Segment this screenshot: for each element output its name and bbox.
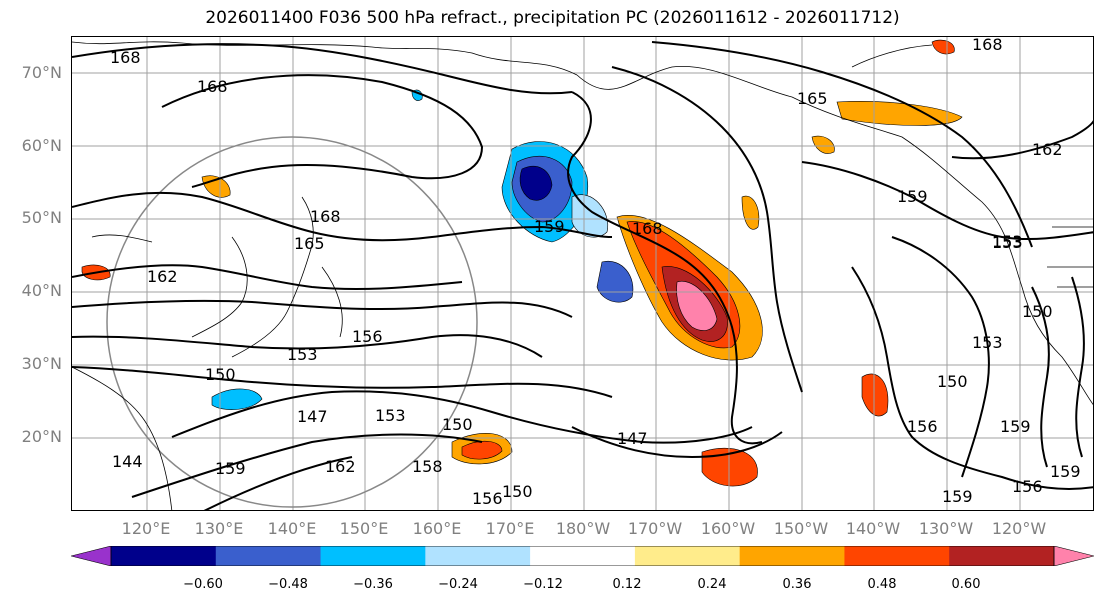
contour-label: 162 — [1032, 140, 1063, 159]
colorbar-tick: −0.24 — [438, 577, 478, 592]
colorbar-segment — [111, 546, 217, 566]
contour-label: 156 — [352, 327, 383, 346]
contour-label: 150 — [442, 415, 473, 434]
lon-label-140w: 140°W — [845, 519, 901, 538]
contour-label: 159 — [1000, 417, 1031, 436]
lat-label-20: 20°N — [21, 427, 62, 446]
lon-label-180w: 180°W — [555, 519, 611, 538]
colorbar-tick: 0.48 — [867, 577, 897, 592]
contour-label: 168 — [110, 48, 141, 67]
contour-label: 165 — [797, 89, 828, 108]
colorbar-tick: −0.36 — [353, 577, 393, 592]
contour-label: 159 — [215, 459, 246, 478]
colorbar-frame — [110, 546, 1055, 566]
lon-label-170e: 170°E — [485, 519, 535, 538]
colorbar-segment — [844, 546, 950, 566]
lat-label-40: 40°N — [21, 281, 62, 300]
contour-label: 162 — [325, 457, 356, 476]
lat-label-70: 70°N — [21, 63, 62, 82]
contour-label: 147 — [617, 429, 648, 448]
lon-label-160w: 160°W — [700, 519, 756, 538]
contour-label: 168 — [972, 37, 1003, 54]
contour-label: 159 — [897, 187, 928, 206]
precipitation-shading — [81, 39, 963, 487]
colorbar-tick: 0.12 — [612, 577, 642, 592]
coastlines — [72, 41, 1093, 510]
lon-label-130e: 130°E — [194, 519, 244, 538]
contour-label: 159 — [942, 487, 973, 506]
colorbar-extend-low — [71, 546, 112, 566]
contour-lines — [72, 41, 1093, 510]
contour-label: 153 — [992, 233, 1023, 252]
colorbar — [71, 546, 1094, 566]
map-panel[interactable]: 168 168 168 165 168 165 162 159 168 159 … — [71, 36, 1094, 511]
colorbar-tick: −0.48 — [268, 577, 308, 592]
lon-label-170w: 170°W — [627, 519, 683, 538]
contour-label: 159 — [1050, 462, 1081, 481]
lat-label-60: 60°N — [21, 136, 62, 155]
lon-label-120w: 120°W — [991, 519, 1047, 538]
contour-label: 159 — [534, 217, 565, 236]
contour-label: 168 — [632, 219, 663, 238]
graticule — [72, 37, 1093, 510]
contour-label: 150 — [205, 365, 236, 384]
colorbar-tick: −0.12 — [523, 577, 563, 592]
lon-label-120e: 120°E — [121, 519, 171, 538]
colorbar-extend-high — [1053, 546, 1094, 566]
contour-label: 153 — [972, 333, 1003, 352]
contour-label: 150 — [1022, 302, 1053, 321]
contour-label: 144 — [112, 452, 143, 471]
colorbar-tick: 0.36 — [782, 577, 812, 592]
lon-label-150e: 150°E — [339, 519, 389, 538]
lat-label-30: 30°N — [21, 354, 62, 373]
contour-label: 156 — [1012, 477, 1043, 496]
colorbar-segment — [425, 546, 531, 566]
colorbar-tick: 0.60 — [951, 577, 981, 592]
contour-label: 156 — [472, 489, 503, 508]
contour-label: 168 — [197, 77, 228, 96]
colorbar-segment — [634, 546, 741, 566]
colorbar-tick: −0.60 — [183, 577, 223, 592]
contour-label: 153 — [992, 232, 1023, 251]
colorbar-segment — [215, 546, 322, 566]
colorbar-segment — [949, 546, 1055, 566]
contour-label: 156 — [907, 417, 938, 436]
contour-label: 150 — [502, 482, 533, 501]
colorbar-segment — [530, 546, 636, 566]
lon-label-130w: 130°W — [918, 519, 974, 538]
colorbar-tick: 0.24 — [697, 577, 727, 592]
contour-label: 147 — [297, 407, 328, 426]
lat-label-50: 50°N — [21, 208, 62, 227]
contour-label: 153 — [287, 345, 318, 364]
lon-label-140e: 140°E — [267, 519, 317, 538]
radius-circle — [106, 136, 478, 508]
contour-label: 162 — [147, 267, 178, 286]
contour-labels: 168 168 168 165 168 165 162 159 168 159 … — [110, 37, 1081, 508]
contour-label: 153 — [375, 406, 406, 425]
lon-label-160e: 160°E — [412, 519, 462, 538]
contour-label: 165 — [294, 234, 325, 253]
contour-label: 168 — [310, 207, 341, 226]
colorbar-segment — [320, 546, 426, 566]
contour-label: 158 — [412, 457, 443, 476]
lon-label-150w: 150°W — [773, 519, 829, 538]
map-title: 2026011400 F036 500 hPa refract., precip… — [205, 8, 900, 28]
colorbar-segment — [739, 546, 845, 566]
contour-label: 150 — [937, 372, 968, 391]
